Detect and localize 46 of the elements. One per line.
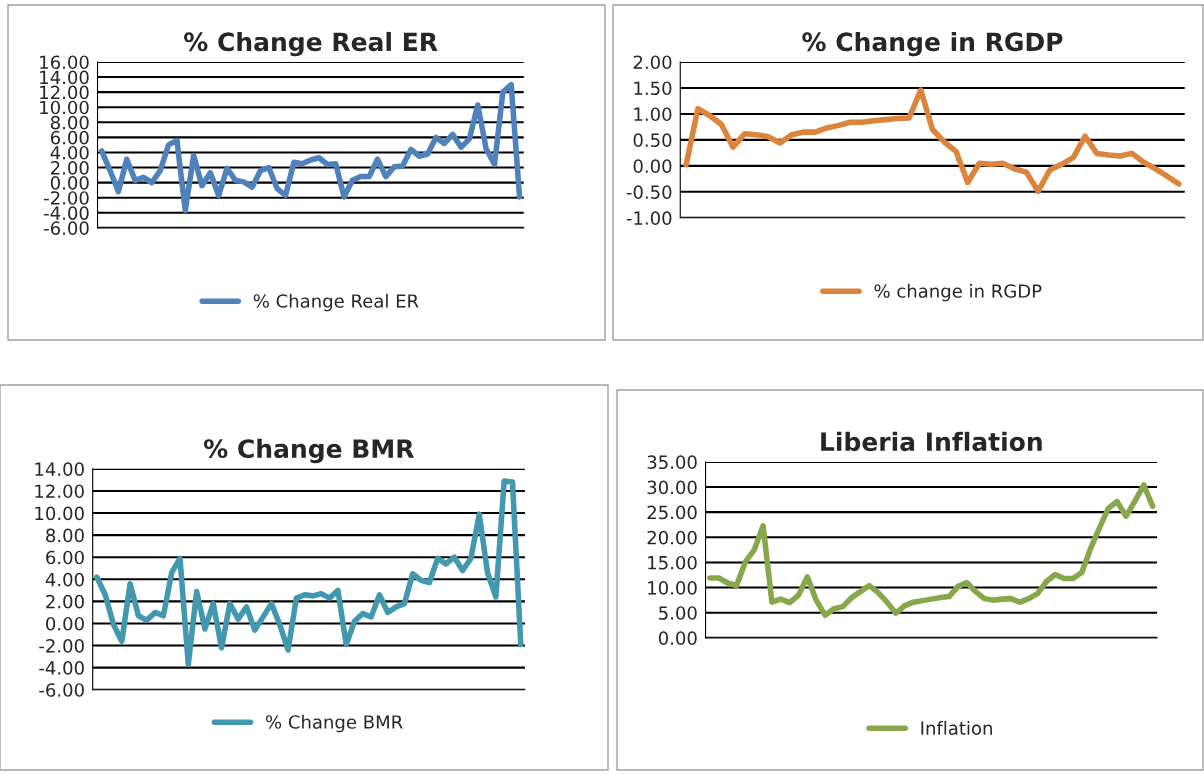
y-tick-label: -2.00: [39, 639, 84, 653]
y-tick-label: 15.00: [648, 555, 697, 570]
y-tick-label: 14.00: [35, 462, 84, 476]
chart-title: Liberia Inflation: [821, 431, 1042, 452]
y-tick-label: 6.00: [50, 130, 89, 145]
chart-title: % Change Real ER: [184, 31, 438, 57]
y-tick-label: 0.00: [658, 631, 697, 645]
y-tick-label: 6.00: [46, 550, 84, 565]
y-tick-label: 4.00: [45, 572, 84, 587]
y-tick-label: -2.00: [44, 191, 89, 205]
y-tick-label: 12.00: [40, 85, 89, 100]
y-tick-label: 0.00: [50, 176, 89, 190]
y-tick-label: 4.00: [50, 145, 89, 160]
y-tick-label: 16.00: [40, 55, 89, 70]
y-tick-label: 10.00: [40, 100, 89, 115]
y-tick-label: -6.00: [44, 221, 89, 235]
y-tick-label: 0.50: [633, 133, 672, 147]
y-tick-label: 5.00: [659, 606, 697, 620]
y-tick-label: 10.00: [35, 506, 84, 521]
y-tick-label: -0.50: [626, 185, 672, 199]
y-tick-label: 0.00: [633, 159, 672, 173]
y-tick-label: 35.00: [647, 455, 697, 470]
y-tick-label: -1.00: [626, 211, 672, 225]
y-tick-label: 2.00: [46, 594, 84, 609]
y-tick-label: 2.00: [51, 161, 89, 175]
y-tick-label: -4.00: [39, 661, 84, 675]
legend-label: % Change BMR: [265, 714, 403, 733]
y-tick-label: 30.00: [647, 480, 697, 495]
legend-label: % Change Real ER: [253, 293, 419, 312]
y-tick-label: 0.00: [46, 616, 84, 631]
legend-label: % change in RGDP: [874, 283, 1042, 302]
chart-title: % Change in RGDP: [802, 31, 1063, 57]
y-tick-label: 25.00: [647, 505, 697, 520]
legend-label: Inflation: [921, 720, 992, 735]
y-tick-label: 1.50: [634, 81, 672, 96]
y-tick-label: 8.00: [46, 528, 84, 543]
y-tick-label: 20.00: [647, 530, 697, 545]
y-tick-label: -6.00: [39, 683, 84, 697]
chart-title: % Change BMR: [203, 438, 414, 464]
y-tick-label: 14.00: [40, 70, 89, 85]
y-tick-label: -4.00: [44, 206, 89, 220]
y-tick-label: 1.00: [634, 107, 672, 122]
y-tick-label: 12.00: [35, 484, 84, 499]
y-tick-label: 2.00: [633, 55, 672, 70]
y-tick-label: 10.00: [648, 581, 697, 595]
y-tick-label: 8.00: [50, 115, 89, 130]
